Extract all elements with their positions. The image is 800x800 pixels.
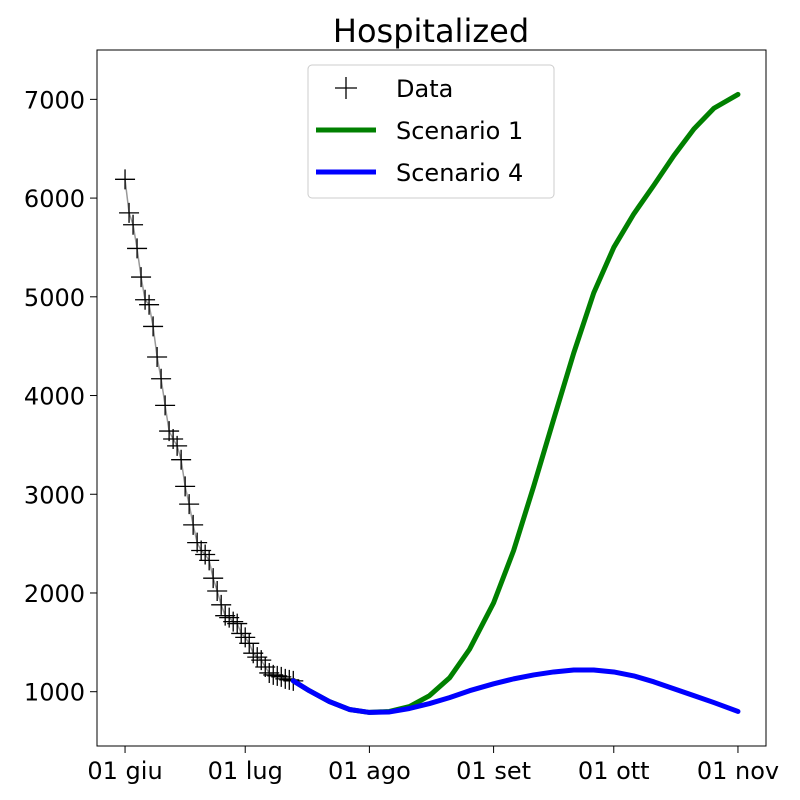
data-point [263, 664, 284, 685]
y-tick-label: 2000 [24, 580, 85, 608]
x-tick-label: 01 ago [328, 757, 411, 785]
data-point [135, 289, 156, 310]
data-point [143, 316, 164, 337]
data-point [131, 267, 152, 288]
legend-label-scenario-1: Scenario 1 [396, 117, 523, 145]
data-point [115, 169, 136, 190]
x-tick-label: 01 ott [578, 757, 650, 785]
data-point [267, 665, 288, 686]
data-point [191, 540, 212, 561]
data-point [203, 568, 224, 589]
data-point [231, 623, 252, 644]
y-tick-label: 5000 [24, 284, 85, 312]
x-tick-label: 01 set [456, 757, 531, 785]
data-point [147, 347, 168, 368]
legend-label-data: Data [396, 75, 453, 103]
data-point [155, 395, 176, 416]
chart-title: Hospitalized [333, 12, 529, 50]
y-tick-label: 6000 [24, 185, 85, 213]
y-axis: 1000 2000 3000 4000 5000 6000 7000 [24, 86, 97, 707]
data-point [235, 627, 256, 648]
legend-marker-data [335, 77, 357, 99]
data-point [255, 657, 276, 678]
data-point [159, 421, 180, 442]
data-point [151, 368, 172, 389]
data-point [179, 494, 200, 515]
data-point [139, 294, 160, 315]
data-point [119, 202, 140, 223]
legend-label-scenario-4: Scenario 4 [396, 159, 523, 187]
data-point [211, 594, 232, 615]
scenario-4-line [290, 667, 741, 715]
data-point [199, 550, 220, 571]
data-point [223, 611, 244, 632]
y-tick-label: 7000 [24, 86, 85, 114]
data-point [183, 514, 204, 535]
data-point [175, 476, 196, 497]
x-tick-label: 01 lug [208, 757, 283, 785]
data-point [271, 666, 292, 687]
x-axis: 01 giu 01 lug 01 ago 01 set 01 ott 01 nov [87, 746, 779, 785]
data-point [239, 633, 260, 654]
data-point [227, 613, 248, 634]
plot-frame [96, 49, 767, 747]
x-tick-label: 01 nov [697, 757, 779, 785]
data-point [259, 662, 280, 683]
y-tick-label: 3000 [24, 481, 85, 509]
data-point [171, 449, 192, 470]
data-point [247, 647, 268, 668]
x-tick-label: 01 giu [87, 757, 162, 785]
data-point [187, 532, 208, 553]
data-point [207, 581, 228, 602]
legend-frame [307, 64, 555, 199]
plot-area [115, 91, 741, 715]
y-tick-label: 1000 [24, 679, 85, 707]
data-point [195, 544, 216, 565]
y-tick-label: 4000 [24, 383, 85, 411]
data-point [123, 214, 144, 235]
data-point [127, 238, 148, 259]
data-connector [124, 179, 294, 682]
legend: Data Scenario 1 Scenario 4 [307, 64, 555, 199]
data-point [215, 605, 236, 626]
data-point [219, 607, 240, 628]
data-point [167, 435, 188, 456]
